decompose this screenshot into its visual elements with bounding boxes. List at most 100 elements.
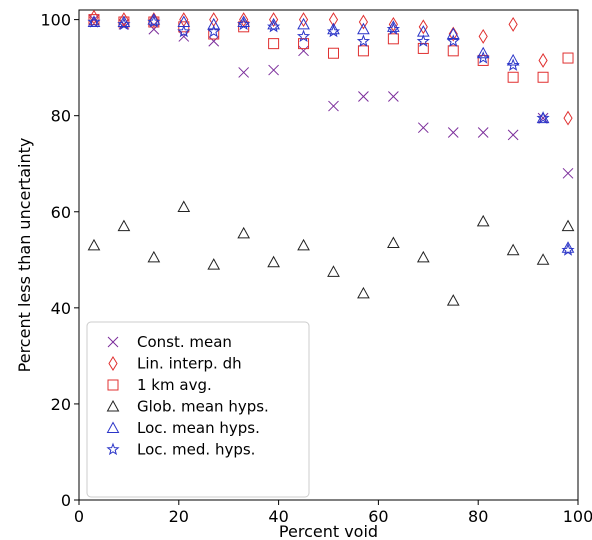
series-0-point (447, 127, 459, 138)
series-3-point (87, 238, 101, 251)
series-3-point (237, 226, 251, 239)
series-2-point (357, 45, 369, 57)
series-5-point (87, 15, 101, 28)
series-0-point (562, 167, 574, 179)
legend-marker (107, 379, 119, 391)
series-4-point (297, 17, 310, 30)
series-5-point (177, 24, 191, 38)
series-3-point (147, 250, 161, 263)
legend-label: 1 km avg. (137, 376, 212, 394)
series-1-point (269, 12, 279, 28)
legend-marker (108, 356, 118, 371)
series-1-point (418, 19, 428, 35)
series-0-point (358, 91, 369, 102)
series-5-point (386, 22, 400, 35)
x-tick-label: 80 (468, 507, 488, 526)
series-3-point (561, 219, 575, 232)
y-tick-label: 60 (51, 203, 71, 222)
series-5-point (326, 24, 341, 38)
series-1-point (478, 28, 488, 44)
series-0-point (178, 31, 190, 42)
series-5-point (147, 15, 161, 28)
series-4-point (536, 111, 550, 124)
x-tick-label: 60 (368, 507, 388, 526)
legend-label: Glob. mean hyps. (137, 398, 269, 416)
series-1-point (538, 52, 548, 68)
series-0-point (238, 67, 250, 78)
series-0-point (388, 91, 399, 102)
series-4-point (476, 46, 490, 59)
series-2-point (268, 38, 280, 50)
y-tick-label: 0 (61, 491, 71, 510)
legend-label: Const. mean (137, 333, 232, 351)
series-0-point (417, 122, 429, 134)
series-0-point (298, 45, 309, 57)
x-tick-label: 20 (169, 507, 189, 526)
legend-marker (107, 336, 119, 348)
series-3-point (416, 250, 430, 263)
y-tick-label: 80 (51, 107, 71, 126)
series-3-point (177, 200, 191, 212)
data-points (87, 9, 575, 306)
series-4-point (506, 53, 520, 66)
series-4-point (357, 22, 370, 35)
series-2-point (537, 71, 549, 83)
series-4-point (446, 27, 460, 40)
series-3-point (327, 265, 340, 277)
y-axis-ticks: 0 20 40 60 80 100 (40, 11, 79, 510)
series-1-point (448, 26, 458, 42)
x-tick-label: 40 (268, 507, 288, 526)
series-5-point (237, 17, 251, 31)
series-2-point (562, 52, 574, 64)
legend-label: Loc. med. hyps. (137, 441, 255, 459)
series-3-point (387, 236, 400, 248)
legend: Const. mean Lin. interp. dh 1 km avg. Glob… (86, 321, 310, 498)
series-3-point (207, 258, 221, 270)
series-1-point (563, 110, 573, 126)
series-5-point (267, 19, 281, 33)
series-1-point (179, 12, 189, 28)
series-2-point (507, 71, 519, 83)
series-4-point (207, 17, 221, 30)
series-0-point (208, 35, 220, 47)
legend-label: Lin. interp. dh (137, 355, 242, 373)
series-5-point (536, 111, 550, 124)
series-3-point (117, 219, 131, 232)
series-0-point (328, 100, 339, 112)
series-2-point (387, 33, 399, 45)
series-5-point (506, 58, 520, 71)
series-1-point (298, 12, 309, 28)
series-2-point (327, 47, 339, 59)
series-5-point (476, 51, 490, 64)
series-2-point (477, 54, 489, 66)
y-tick-label: 100 (40, 11, 71, 30)
series-5-point (416, 34, 430, 47)
series-1-point (508, 16, 518, 32)
legend-label: Loc. mean hyps. (137, 419, 260, 437)
series-5-point (296, 29, 311, 43)
series-3-point (446, 294, 460, 306)
series-5-point (561, 243, 575, 256)
series-0-point (477, 127, 489, 138)
x-axis-ticks: 0 20 40 60 80 100 (74, 500, 592, 526)
y-axis-label: Percent less than uncertainty (15, 138, 34, 373)
y-tick-label: 20 (51, 395, 71, 414)
series-3-point (357, 286, 370, 299)
series-4-point (87, 15, 101, 28)
x-axis-label: Percent void (279, 522, 378, 540)
legend-box (86, 321, 310, 498)
series-3-point (267, 255, 280, 268)
series-3-point (476, 214, 490, 227)
y-tick-label: 40 (51, 299, 71, 318)
series-3-point (506, 243, 520, 256)
series-2-point (447, 45, 459, 57)
x-tick-label: 0 (74, 507, 84, 526)
series-5-point (356, 34, 371, 47)
series-3-point (297, 238, 310, 251)
series-5-point (207, 24, 221, 38)
legend-marker (106, 399, 120, 412)
legend-marker (106, 421, 120, 433)
x-tick-label: 100 (563, 507, 592, 526)
series-0-point (268, 64, 279, 76)
